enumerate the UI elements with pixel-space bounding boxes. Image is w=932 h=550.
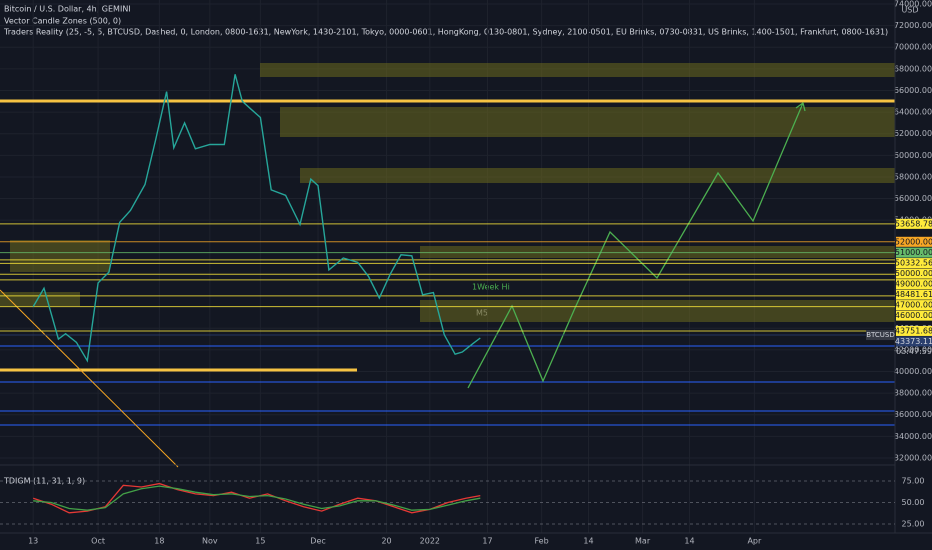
price-label: 51000.00: [895, 248, 932, 257]
oscillator-line: [33, 485, 481, 511]
oscillator-tick-label: 50.00: [902, 498, 925, 507]
price-label-box: [896, 336, 932, 347]
static-lines: [0, 0, 932, 534]
price-label: 48481.61: [895, 290, 932, 299]
price-label: 53658.78: [895, 219, 932, 228]
oscillator-tick-label: 75.00: [902, 476, 925, 485]
price-label: 50000.00: [895, 269, 932, 278]
price-label: 43373.11: [895, 337, 932, 346]
y-tick-label: 70000.00: [894, 43, 932, 52]
x-tick-label: 13: [28, 537, 38, 546]
price-tag: BTCUSD: [866, 331, 895, 339]
y-tick-label: 36000.00: [894, 410, 932, 419]
zones: [0, 63, 895, 322]
y-tick-label: 32000.00: [894, 453, 932, 462]
price-label-box: [896, 236, 932, 247]
price-label-box: [896, 325, 932, 336]
x-tick-label: 17: [482, 537, 492, 546]
zone: [420, 246, 895, 258]
x-tick-label: Apr: [747, 537, 762, 546]
x-tick-label: Mar: [635, 537, 651, 546]
y-tick-label: 58000.00: [894, 172, 932, 181]
zone: [420, 300, 895, 322]
y-tick-label: 72000.00: [894, 21, 932, 30]
chart-title: Bitcoin / U.S. Dollar, 4h, GEMINI: [4, 5, 131, 14]
zone: [300, 168, 895, 183]
price-label: 47000.00: [895, 301, 932, 310]
y-tick-label: 62000.00: [894, 129, 932, 138]
price-label-box: [896, 218, 932, 229]
price-tag-box: [866, 330, 895, 341]
x-tick-label: Feb: [535, 537, 549, 546]
annotation: 1Week Hi: [472, 283, 510, 292]
zone: [260, 63, 895, 77]
indicator-label: Traders Reality (25, -5, 5, BTCUSD, Dash…: [3, 28, 888, 37]
price-label-box: [896, 268, 932, 279]
projection-arrow: [795, 101, 806, 112]
y-tick-label: 56000.00: [894, 194, 932, 203]
x-tick-label: 14: [684, 537, 694, 546]
y-tick-label: 64000.00: [894, 108, 932, 117]
price-label: 49000.00: [895, 280, 932, 289]
indicator-label: Vector Candle Zones (500, 0): [4, 17, 121, 26]
price-label-box: [896, 247, 932, 258]
x-tick-label: 18: [154, 537, 164, 546]
oscillator-tick-label: 25.00: [902, 519, 925, 528]
trend-line: [0, 289, 179, 468]
zone: [10, 240, 110, 272]
y-tick-label: 60000.00: [894, 151, 932, 160]
price-countdown: 03:47:59: [896, 347, 932, 356]
x-tick-label: 2022: [420, 537, 440, 546]
price-label: 50332.56: [895, 259, 932, 268]
y-tick-label: 34000.00: [894, 432, 932, 441]
y-tick-label: 74000.00: [894, 0, 932, 8]
y-tick-label: 66000.00: [894, 86, 932, 95]
x-tick-label: Oct: [91, 537, 105, 546]
price-line: [32, 74, 481, 363]
x-tick-label: Nov: [202, 537, 218, 546]
x-tick-label: Dec: [310, 537, 325, 546]
zone: [280, 107, 895, 137]
price-label-box: [896, 289, 932, 300]
price-label: 46000.00: [895, 311, 932, 320]
y-tick-label: 42000.00: [894, 345, 932, 354]
price-label-box: [896, 300, 932, 311]
currency: USD: [901, 6, 918, 15]
price-label-box: [896, 279, 932, 290]
x-tick-label: 14: [583, 537, 593, 546]
price-label: 52000.00: [895, 237, 932, 246]
x-tick-label: 20: [381, 537, 391, 546]
price-label-box: [896, 258, 932, 269]
y-tick-label: 68000.00: [894, 64, 932, 73]
price-label-box: [896, 310, 932, 321]
y-tick-label: 38000.00: [894, 389, 932, 398]
price-label: 43751.68: [895, 326, 932, 335]
y-tick-label: 40000.00: [894, 367, 932, 376]
x-tick-label: 15: [255, 537, 265, 546]
